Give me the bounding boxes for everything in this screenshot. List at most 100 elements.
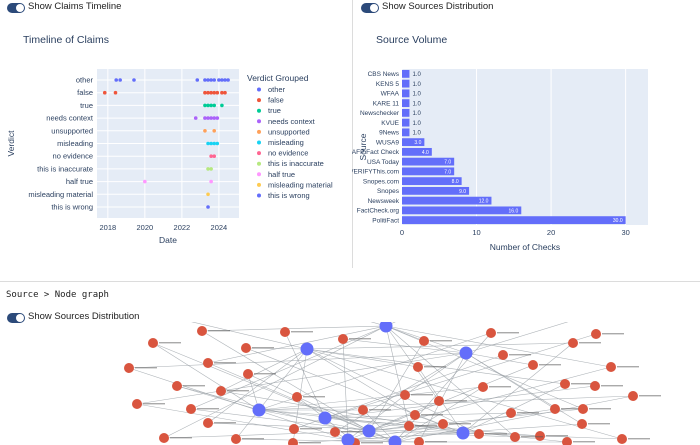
graph-edge — [368, 408, 584, 432]
timeline-point — [212, 129, 217, 133]
legend-marker — [257, 119, 261, 124]
node-graph-toggle[interactable] — [7, 313, 25, 323]
legend-item: misleading material — [268, 180, 333, 189]
volume-data-label: 7.0 — [444, 160, 451, 166]
timeline-point — [206, 78, 210, 82]
graph-node — [159, 433, 169, 443]
graph-node — [216, 386, 226, 396]
timeline-y-label: Verdict — [6, 130, 16, 157]
graph-node-label — [421, 414, 443, 416]
timeline-y-tick: half true — [66, 177, 93, 186]
graph-node — [231, 434, 241, 444]
graph-node-label — [303, 396, 325, 398]
graph-edge — [385, 322, 396, 327]
legend-marker — [257, 151, 261, 156]
volume-y-tick: CBS News — [368, 71, 400, 78]
graph-node — [577, 419, 587, 429]
graph-node-label — [485, 433, 507, 435]
graph-node-label — [208, 330, 230, 332]
graph-node-label — [588, 423, 610, 425]
graph-node-label — [252, 347, 274, 349]
graph-node — [358, 405, 368, 415]
graph-node-label — [425, 441, 447, 443]
graph-node-label — [601, 385, 623, 387]
graph-node — [203, 418, 213, 428]
volume-y-tick: VERIFYThis.com — [352, 169, 399, 176]
volume-data-label: 1.0 — [412, 121, 421, 127]
graph-node-label — [183, 385, 205, 387]
volume-bar — [402, 147, 432, 156]
graph-node-label — [214, 362, 236, 364]
graph-node — [148, 338, 158, 348]
graph-node-label — [214, 422, 236, 424]
timeline-point — [206, 90, 210, 95]
graph-edge — [324, 333, 597, 419]
timeline-point — [223, 78, 227, 82]
timeline-x-tick: 2022 — [174, 223, 191, 232]
timeline-point — [114, 78, 119, 82]
graph-node — [203, 358, 213, 368]
volume-bar — [402, 196, 492, 205]
graph-hub-node — [379, 322, 393, 333]
legend-item: true — [268, 106, 281, 115]
graph-edge — [324, 417, 541, 437]
legend-marker — [257, 161, 261, 166]
graph-edge — [306, 348, 623, 440]
graph-node-label — [509, 354, 531, 356]
graph-edge — [258, 409, 370, 432]
timeline-point — [209, 103, 213, 108]
legend-marker — [257, 98, 261, 103]
node-graph[interactable] — [0, 322, 700, 445]
graph-edge — [394, 423, 444, 443]
timeline-point — [203, 90, 207, 95]
timeline-point — [209, 78, 213, 82]
graph-node-label — [242, 438, 264, 440]
graph-node-label — [430, 340, 452, 342]
graph-node-label — [573, 441, 595, 443]
volume-x-tick: 10 — [472, 228, 480, 237]
timeline-y-tick: true — [80, 101, 93, 110]
volume-data-label: 1.0 — [412, 111, 421, 117]
timeline-point — [212, 141, 217, 146]
sources-distribution-toggle[interactable] — [361, 3, 379, 13]
graph-edge — [347, 439, 420, 443]
timeline-x-tick: 2020 — [136, 223, 153, 232]
timeline-y-tick: unsupported — [51, 126, 93, 135]
graph-edge — [306, 348, 419, 368]
timeline-point — [212, 154, 217, 158]
graph-edge — [385, 325, 410, 427]
graph-node-label — [449, 423, 471, 425]
graph-node-label — [497, 332, 519, 334]
legend-marker — [257, 87, 261, 92]
volume-bar — [402, 99, 410, 108]
graph-edge — [404, 352, 467, 396]
volume-y-tick: Newsweek — [368, 198, 400, 205]
graph-node — [419, 336, 429, 346]
graph-node — [506, 408, 516, 418]
graph-edge — [465, 322, 569, 354]
graph-node-label — [415, 425, 437, 427]
legend-item: unsupported — [268, 127, 310, 136]
graph-node-label — [411, 394, 433, 396]
volume-data-label: 16.0 — [509, 208, 519, 214]
section-divider — [0, 281, 700, 282]
graph-node-label — [589, 408, 611, 410]
claims-timeline-toggle[interactable] — [7, 3, 25, 13]
volume-y-tick: KENS 5 — [376, 81, 400, 88]
timeline-point — [223, 90, 227, 95]
timeline-legend-title: Verdict Grouped — [247, 73, 309, 83]
graph-hub-node — [318, 411, 332, 425]
volume-x-tick: 30 — [621, 228, 629, 237]
graph-node-label — [361, 442, 383, 444]
graph-node — [410, 410, 420, 420]
timeline-y-tick: no evidence — [53, 152, 93, 161]
graph-edge — [462, 383, 566, 434]
volume-y-tick: 9News — [379, 130, 400, 137]
graph-node-label — [299, 442, 321, 444]
graph-edge — [284, 331, 326, 419]
volume-bar — [402, 108, 410, 117]
graph-node-label — [617, 366, 639, 368]
timeline-chart-title: Timeline of Claims — [23, 34, 109, 46]
graph-edge — [465, 352, 534, 366]
graph-node — [186, 404, 196, 414]
